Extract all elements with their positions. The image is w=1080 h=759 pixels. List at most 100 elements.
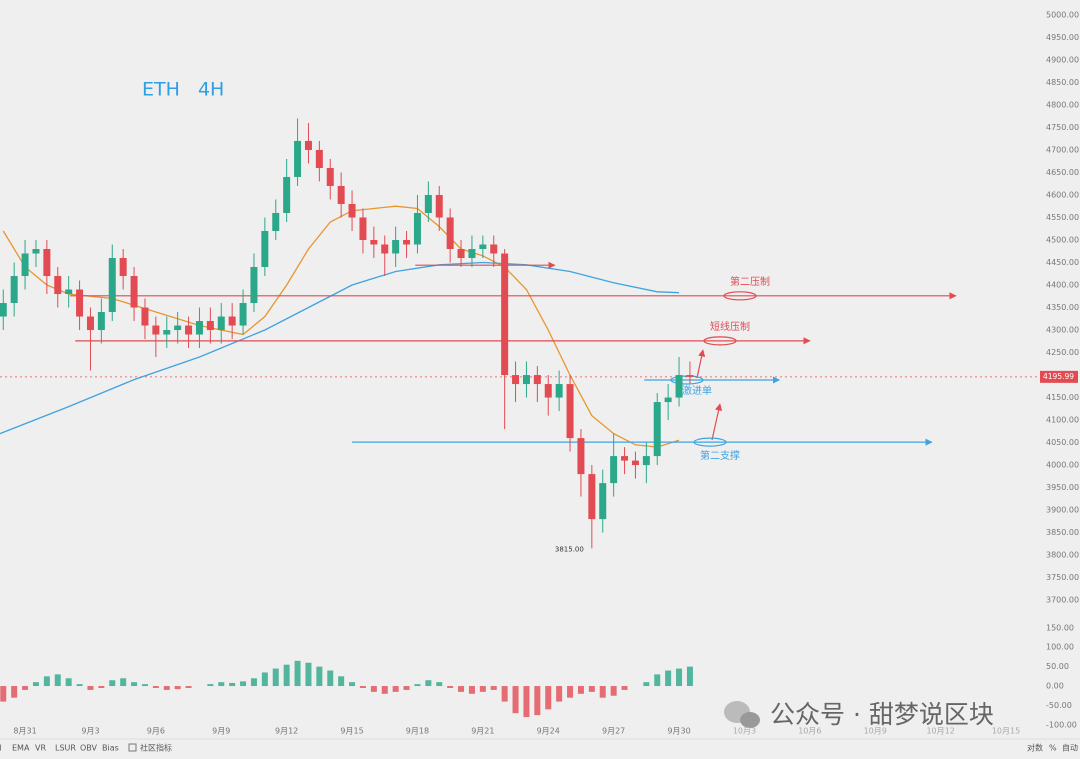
histogram-bar [338, 676, 345, 687]
candle-body [490, 244, 498, 254]
histogram-bar [207, 684, 214, 687]
histogram-bar [43, 676, 50, 687]
toolbar-item[interactable]: VR [35, 744, 46, 753]
toolbar-item[interactable]: Bias [102, 744, 119, 753]
x-tick-label: 10月6 [798, 727, 821, 736]
level-label: 第二压制 [730, 275, 770, 288]
y-tick-label: 4800.00 [1046, 100, 1079, 109]
histogram-bar [283, 664, 290, 687]
histogram-bar [261, 672, 268, 687]
y-tick-label: 4900.00 [1046, 55, 1079, 64]
x-tick-label: 9月21 [471, 727, 494, 736]
wechat-icon [740, 712, 760, 728]
moving-average [0, 261, 680, 435]
toolbar-item[interactable]: 社区指标 [140, 743, 172, 753]
low-marker-label: 3815.00 [555, 545, 584, 553]
candle-body [326, 167, 334, 186]
histogram-bar [447, 686, 454, 688]
histogram-bar [22, 686, 29, 690]
candle-body [195, 321, 203, 335]
y-tick-label: 4850.00 [1046, 78, 1079, 87]
histogram-bar [479, 686, 486, 692]
histogram-bar [152, 686, 159, 688]
toolbar-item[interactable]: LSUR [55, 744, 76, 753]
candle-body [315, 149, 323, 168]
toolbar-item[interactable]: EMA [12, 744, 30, 753]
candle-body [21, 253, 29, 277]
x-tick-label: 8月31 [13, 727, 36, 736]
x-tick-label: 9月24 [537, 727, 560, 736]
candle-body [359, 217, 367, 240]
candle-body [533, 375, 541, 385]
y-tick-label: 4300.00 [1046, 326, 1079, 335]
histogram-bar [349, 682, 356, 687]
chart-title: ETH 4H [142, 79, 224, 101]
level-circle [723, 291, 757, 301]
candle-body [621, 456, 629, 461]
histogram-bar [316, 666, 323, 687]
level-label: 短线压制 [710, 320, 750, 333]
histogram-bar [272, 668, 279, 687]
candle-body [86, 316, 94, 331]
histogram-bar [621, 686, 628, 690]
candle-body [152, 325, 160, 335]
candle-body [577, 438, 585, 475]
histogram-bar [599, 686, 606, 698]
candle-body [76, 289, 84, 317]
candle-body [206, 321, 214, 331]
histogram-bar [305, 662, 312, 687]
candle-body [566, 384, 574, 439]
candle-body [468, 249, 476, 259]
histogram-bar [174, 686, 181, 690]
y-tick-label: 4550.00 [1046, 213, 1079, 222]
histogram-bar [610, 686, 617, 696]
histogram-bar [370, 686, 377, 692]
candle-body [261, 230, 269, 268]
indicator-tick-label: -100.00 [1046, 720, 1077, 729]
x-tick-label: 9月27 [602, 727, 625, 736]
y-tick-label: 4000.00 [1046, 461, 1079, 470]
toolbar-item[interactable]: SI [0, 744, 1, 753]
y-tick-label: 4950.00 [1046, 33, 1079, 42]
toolbar-item[interactable]: OBV [80, 744, 98, 753]
y-tick-label: 3700.00 [1046, 596, 1079, 605]
x-tick-label: 10月9 [864, 727, 887, 736]
candle-body [653, 402, 661, 457]
histogram-bar [229, 682, 236, 687]
candle-body [163, 330, 171, 335]
histogram-bar [11, 686, 18, 698]
histogram-bar [141, 684, 148, 687]
histogram-bar [556, 686, 563, 702]
candle-body [555, 384, 563, 398]
histogram-bar [512, 686, 519, 714]
histogram-bar [458, 686, 465, 692]
candle-body [348, 203, 356, 218]
candle-body [0, 303, 7, 317]
candle-body [174, 325, 182, 331]
histogram-bar [294, 660, 301, 687]
candle-body [370, 239, 378, 245]
candle-body [403, 239, 411, 245]
candle-body [54, 276, 62, 295]
candle-body [97, 312, 105, 331]
x-tick-label: 9月12 [275, 727, 298, 736]
histogram-bar [240, 681, 247, 687]
arrow [711, 403, 723, 441]
y-tick-label: 3900.00 [1046, 506, 1079, 515]
last-price-box [1040, 370, 1078, 383]
toolbar-icon [128, 743, 137, 752]
histogram-bar [120, 678, 127, 687]
histogram-bar [577, 686, 584, 694]
y-tick-label: 3950.00 [1046, 483, 1079, 492]
candle-body [141, 307, 149, 326]
candle-body [479, 244, 487, 249]
histogram-bar [436, 682, 443, 687]
watermark: 公众号 · 甜梦说区块 [724, 700, 994, 729]
y-tick-label: 4750.00 [1046, 123, 1079, 132]
histogram-bar [686, 666, 693, 687]
candle-body [217, 316, 225, 331]
level-circle [693, 437, 727, 447]
candle-body [239, 303, 247, 326]
y-tick-label: 4500.00 [1046, 235, 1079, 244]
